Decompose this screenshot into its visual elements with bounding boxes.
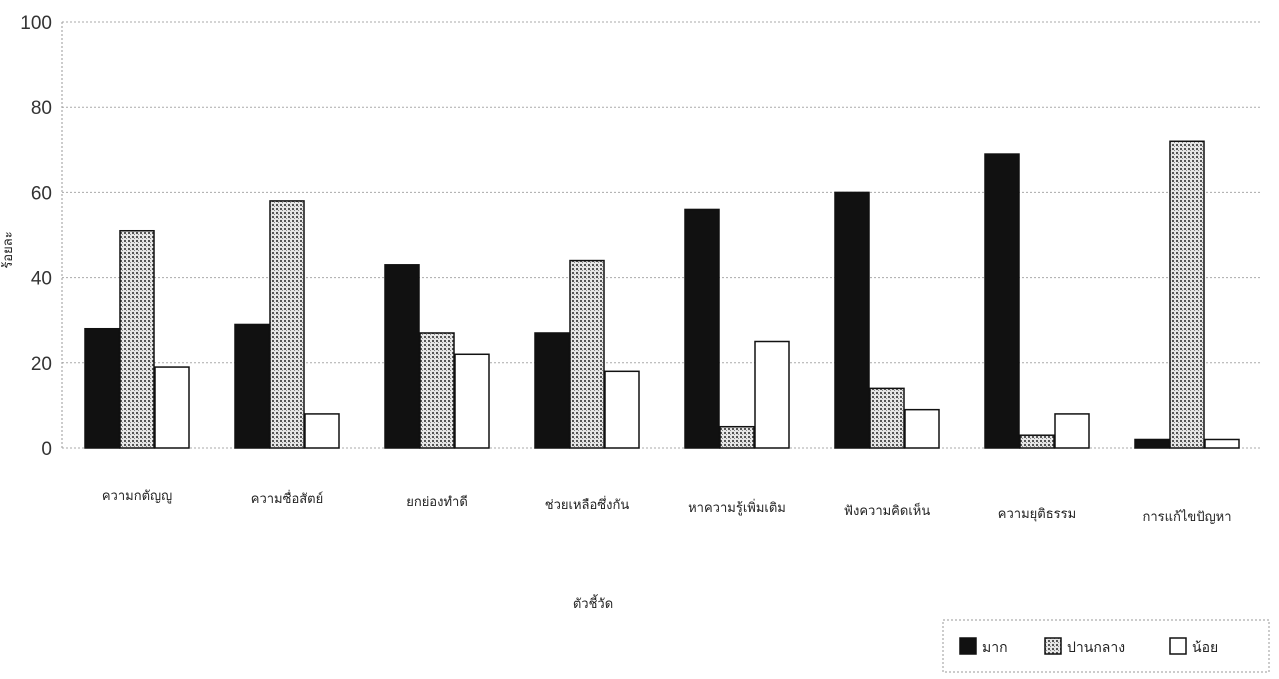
bar-2-2 [454, 353, 490, 449]
x-category-label: ฟังความคิดเห็น [844, 501, 931, 519]
bar-2-7 [1204, 438, 1240, 449]
bar-1-2 [419, 332, 455, 449]
bar-0-3 [534, 332, 570, 449]
bar-0-6 [984, 153, 1020, 449]
bar-1-6 [1019, 434, 1055, 449]
x-category-label: หาความรู้เพิ่มเติม [688, 499, 786, 516]
y-tick-label: 100 [20, 13, 52, 34]
bar-2-4 [754, 340, 790, 449]
x-axis-categories: ความกตัญญู ความซื่อสัตย์ ยกย่องทำดี ช่วยเหล… [102, 489, 1232, 525]
bars [84, 140, 1240, 449]
bar-1-7 [1169, 140, 1205, 449]
bar-0-2 [384, 264, 420, 449]
bar-0-7 [1134, 438, 1170, 449]
legend-swatch-2 [1169, 637, 1187, 655]
y-axis-ticks: 0 20 40 60 80 100 [20, 13, 52, 460]
x-category-label: ความกตัญญู [102, 489, 172, 504]
bar-1-5 [869, 387, 905, 449]
legend-box [942, 619, 1270, 673]
y-tick-label: 20 [31, 354, 52, 375]
legend: มาก ปานกลาง น้อย [942, 619, 1270, 673]
legend-label-1: ปานกลาง [1067, 640, 1125, 656]
x-category-label: ช่วยเหลือซึ่งกัน [545, 496, 630, 513]
bar-1-0 [119, 229, 155, 449]
bar-0-0 [84, 327, 120, 449]
legend-label-2: น้อย [1192, 640, 1218, 656]
bar-0-1 [234, 323, 270, 449]
x-category-label: การแก้ไขปัญหา [1142, 509, 1231, 525]
legend-swatch-0 [959, 637, 977, 655]
x-category-label: ความยุติธรรม [998, 507, 1076, 522]
bar-2-3 [604, 370, 640, 449]
y-tick-label: 40 [31, 269, 52, 290]
bar-0-4 [684, 208, 720, 449]
legend-swatch-1 [1044, 637, 1062, 655]
bar-2-5 [904, 408, 940, 449]
bar-1-1 [269, 200, 305, 449]
x-category-label: ความซื่อสัตย์ [251, 490, 324, 507]
y-tick-label: 0 [41, 439, 52, 460]
x-axis-label: ตัวชี้วัด [573, 594, 613, 612]
bar-2-0 [154, 366, 190, 449]
bar-1-3 [569, 259, 605, 449]
x-category-label: ยกย่องทำดี [406, 494, 468, 510]
bar-2-1 [304, 413, 340, 449]
legend-label-0: มาก [982, 640, 1008, 656]
y-tick-label: 60 [31, 183, 52, 204]
bar-2-6 [1054, 413, 1090, 449]
y-tick-label: 80 [31, 98, 52, 119]
y-axis-label: ร้อยละ [1, 231, 16, 268]
bar-1-4 [719, 425, 755, 449]
bar-0-5 [834, 191, 870, 449]
